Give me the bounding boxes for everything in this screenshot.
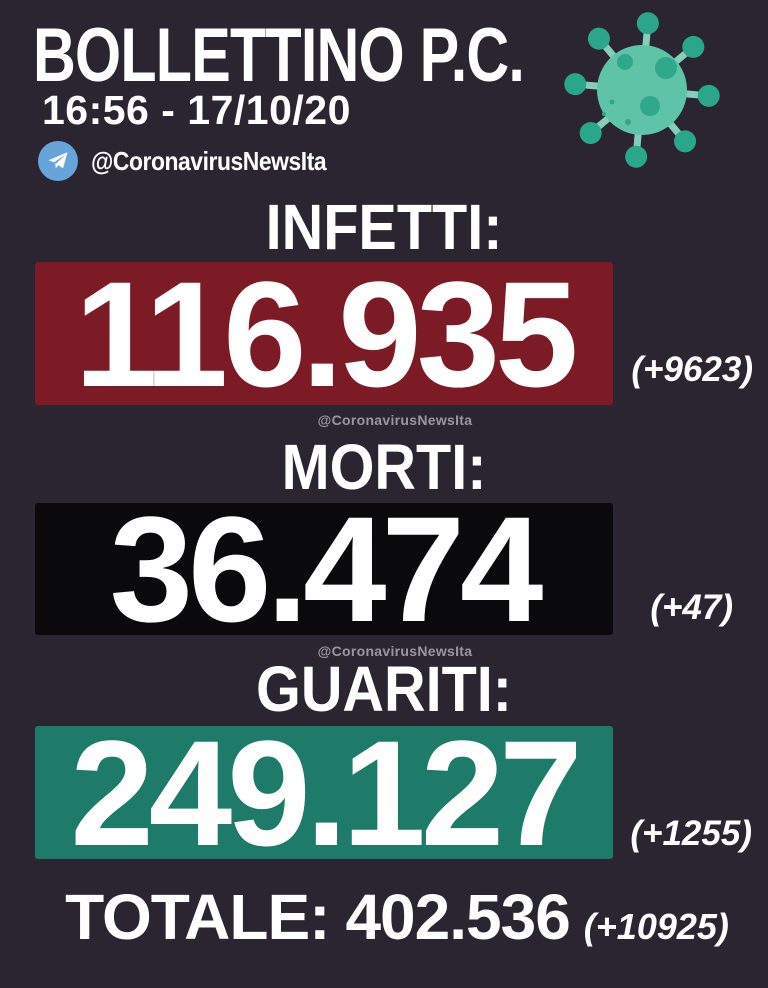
page-title: BOLLETTINO P.C. bbox=[33, 13, 525, 98]
bulletin-timestamp: 16:56 - 17/10/20 bbox=[42, 87, 351, 133]
stat-delta-morti: (+47) bbox=[650, 588, 733, 627]
stat-value-infetti: 116.935 bbox=[74, 262, 579, 405]
stat-box-guariti: 249.127 bbox=[35, 726, 613, 859]
telegram-channel-row: @CoronavirusNewsIta bbox=[38, 141, 358, 181]
total-line: TOTALE: 402.536 bbox=[65, 885, 571, 949]
totals-row: TOTALE: 402.536 (+10925) bbox=[0, 885, 768, 949]
stat-delta-infetti: (+9623) bbox=[631, 350, 753, 389]
total-delta: (+10925) bbox=[583, 906, 729, 947]
coronavirus-icon bbox=[564, 12, 720, 168]
section-label-infetti: INFETTI: bbox=[265, 191, 503, 263]
watermark-text: @CoronavirusNewsIta bbox=[317, 412, 473, 428]
stat-value-morti: 36.474 bbox=[109, 503, 544, 635]
stat-box-morti: 36.474 bbox=[35, 503, 613, 635]
telegram-channel-handle: @CoronavirusNewsIta bbox=[91, 146, 327, 176]
stat-value-guariti: 249.127 bbox=[70, 726, 582, 859]
total-label: TOTALE: bbox=[65, 881, 330, 953]
section-label-morti: MORTI: bbox=[281, 431, 487, 503]
section-label-guariti: GUARITI: bbox=[256, 653, 512, 725]
total-value: 402.536 bbox=[345, 881, 570, 953]
stat-box-infetti: 116.935 bbox=[35, 262, 613, 405]
telegram-plane-icon bbox=[38, 141, 78, 181]
stat-delta-guariti: (+1255) bbox=[630, 814, 752, 853]
watermark-text: @CoronavirusNewsIta bbox=[317, 643, 473, 659]
